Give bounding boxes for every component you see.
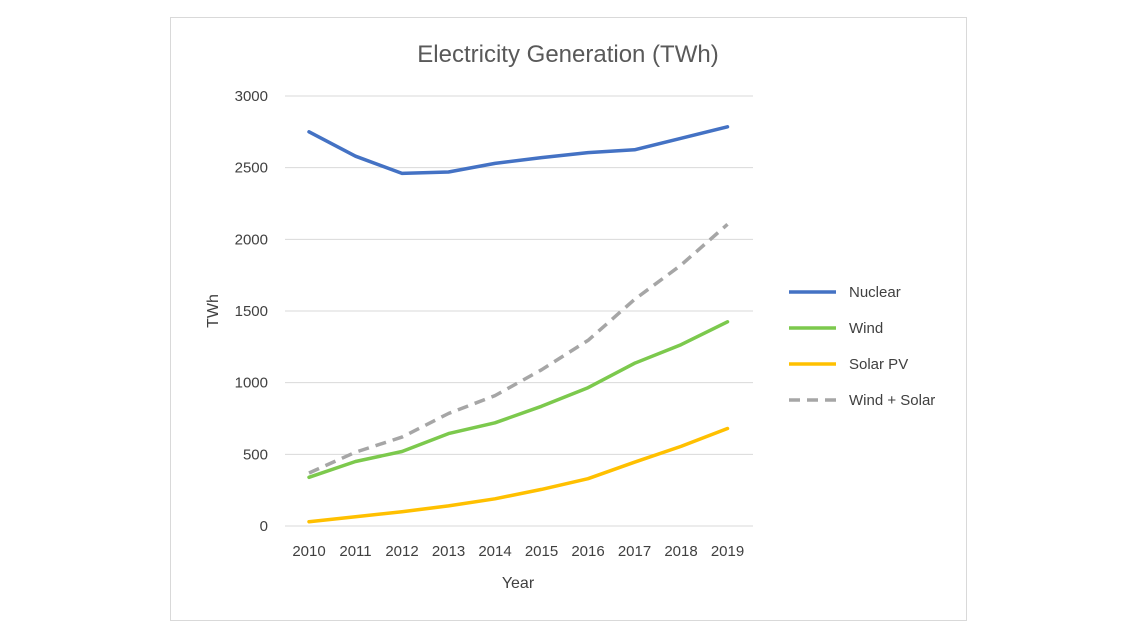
x-tick-label: 2013 (432, 543, 465, 560)
x-tick-label: 2017 (618, 543, 651, 560)
x-tick-label: 2016 (571, 543, 604, 560)
x-tick-label: 2014 (478, 543, 511, 560)
x-axis-label: Year (502, 575, 535, 592)
x-tick-label: 2018 (664, 543, 697, 560)
gridlines (285, 95, 753, 527)
series-line-nuclear (307, 125, 730, 176)
series-line-solar-pv (307, 426, 730, 524)
legend-label: Wind + Solar (849, 392, 935, 409)
y-tick-label: 500 (243, 446, 268, 463)
chart-frame (170, 17, 967, 621)
legend: Nuclear Wind Solar PV Wind + Solar (789, 284, 935, 409)
series-line-wind-solar (308, 222, 729, 475)
y-tick-label: 3000 (235, 88, 268, 105)
x-tick-label: 2012 (385, 543, 418, 560)
legend-label: Nuclear (849, 284, 901, 301)
x-tick-label: 2019 (711, 543, 744, 560)
x-tick-label: 2010 (292, 543, 325, 560)
chart-title: Electricity Generation (TWh) (417, 41, 718, 68)
y-tick-label: 2000 (235, 231, 268, 248)
legend-label: Solar PV (849, 356, 908, 373)
y-tick-label: 1000 (235, 375, 268, 392)
series-lines (307, 125, 730, 524)
legend-label: Wind (849, 320, 883, 337)
x-axis-ticks: 2010 2011 2012 2013 2014 2015 2016 2017 2018 2019 (292, 543, 744, 560)
y-axis-ticks: 0 500 1000 1500 2000 2500 3000 (235, 88, 268, 535)
y-tick-label: 2500 (235, 160, 268, 177)
series-line-wind (307, 320, 730, 480)
y-tick-label: 1500 (235, 303, 268, 320)
y-tick-label: 0 (260, 518, 268, 535)
y-axis-label: TWh (205, 294, 222, 328)
x-tick-label: 2011 (339, 543, 371, 560)
x-tick-label: 2015 (525, 543, 558, 560)
